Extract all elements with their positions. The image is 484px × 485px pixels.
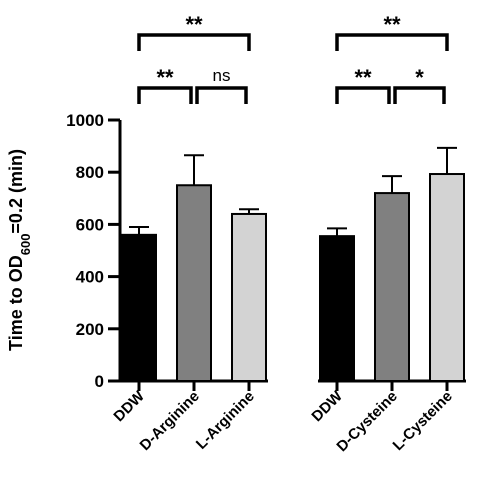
bar [429,173,465,382]
significance-bracket [335,33,449,51]
bar [319,235,355,382]
x-category-label: DDW [308,387,346,425]
significance-bracket [195,86,248,104]
x-category-label: L-Cysteine [390,388,456,454]
significance-label: ** [156,65,174,90]
y-tick-label: 800 [76,163,104,182]
significance-label: ** [383,12,401,37]
significance-label: * [415,65,424,90]
significance-bracket [137,86,193,104]
bar [176,184,212,382]
bar [374,192,410,382]
significance-label: ** [185,12,203,37]
bar [231,212,267,382]
y-axis-title-subscript: 600 [18,234,33,256]
y-axis-title-prefix: Time to OD [6,255,26,351]
x-category-label: D-Arginine [137,388,203,454]
significance-bracket [393,86,446,104]
y-tick-label: 600 [76,215,104,234]
y-tick-label: 1000 [66,111,104,130]
y-tick-label: 200 [76,320,104,339]
y-axis-title: Time to OD600=0.2 (min) [6,149,33,351]
bar [121,233,157,382]
significance-bracket [137,33,251,51]
y-tick-label: 0 [95,372,104,391]
significance-label: ** [354,65,372,90]
y-tick-label: 400 [76,268,104,287]
y-axis-title-suffix: =0.2 (min) [6,149,26,234]
significance-bracket [335,86,391,104]
x-category-label: L-Arginine [193,388,258,453]
x-category-label: DDW [110,387,148,425]
plot-area: 02004006008001000DDWD-ArginineL-Arginine… [66,12,466,455]
significance-label: ns [213,66,231,85]
